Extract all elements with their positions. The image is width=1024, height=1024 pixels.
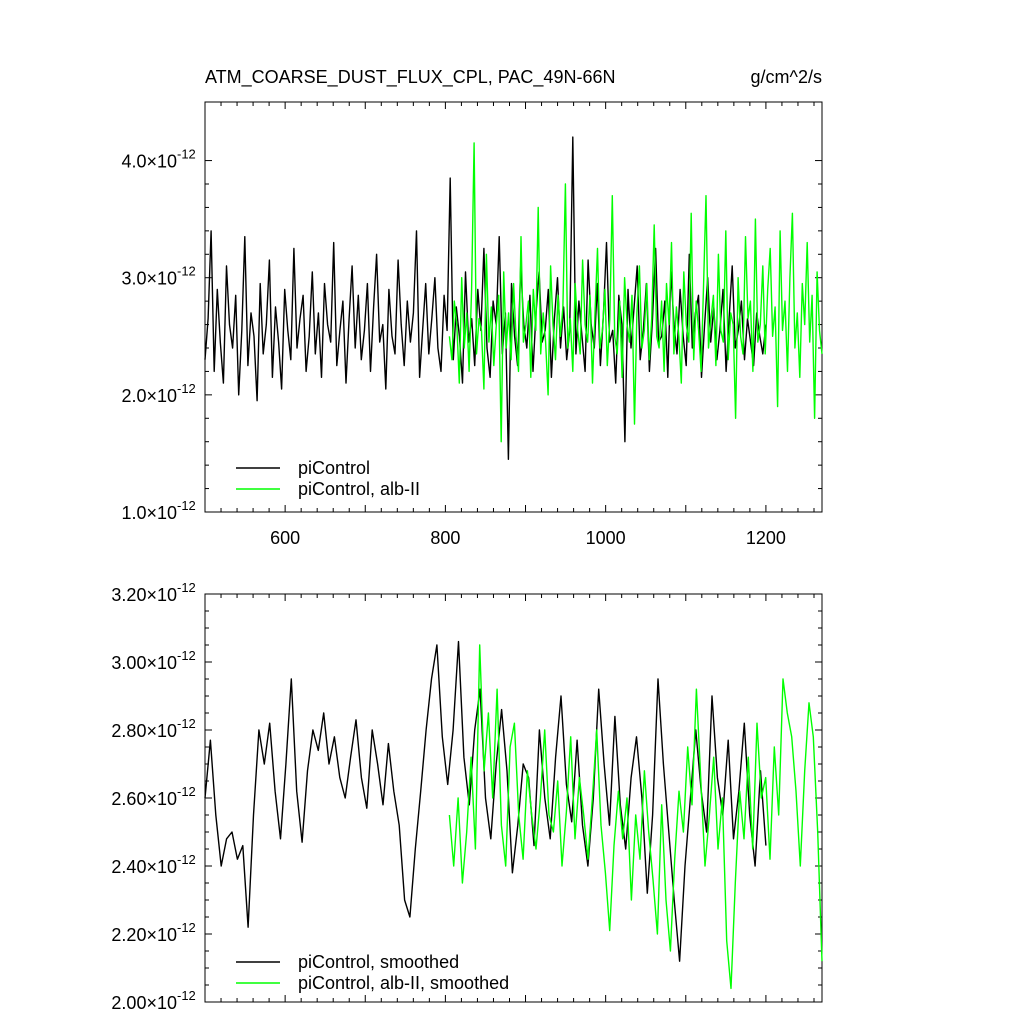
x-tick-label: 1000 (586, 528, 626, 548)
plot-frame (204, 101, 823, 513)
legend-label-picontrol: piControl (298, 458, 370, 478)
y-tick-label: 2.40×10 (111, 857, 177, 877)
y-tick-exponent: -12 (177, 920, 196, 935)
series-lines (204, 136, 823, 460)
x-tick-label: 800 (430, 528, 460, 548)
panel-top: ATM_COARSE_DUST_FLUX_CPL, PAC_49N-66N g/… (121, 67, 823, 548)
y-tick-exponent: -12 (177, 498, 196, 513)
legend-label-alb-ii-smoothed: piControl, alb-II, smoothed (298, 973, 509, 993)
chart-title: ATM_COARSE_DUST_FLUX_CPL, PAC_49N-66N (205, 67, 615, 88)
y-tick-exponent: -12 (177, 784, 196, 799)
axis-ticks (204, 593, 822, 1003)
legend-label-picontrol-smoothed: piControl, smoothed (298, 952, 459, 972)
series-lines (204, 640, 823, 990)
legend: piControl piControl, alb-II (236, 458, 420, 499)
y-tick-exponent: -12 (177, 988, 196, 1003)
series-line-picontrol (204, 640, 767, 962)
legend: piControl, smoothed piControl, alb-II, s… (236, 952, 509, 993)
y-tick-exponent: -12 (177, 147, 196, 162)
y-tick-label: 2.60×10 (111, 789, 177, 809)
y-tick-exponent: -12 (177, 716, 196, 731)
tick-labels: 2.00×10 -122.20×10 -122.40×10 -122.60×10 -12… (111, 580, 195, 1013)
series-line-alb-ii (448, 142, 823, 443)
y-tick-exponent: -12 (177, 381, 196, 396)
y-tick-label: 4.0×10 (121, 152, 177, 172)
y-tick-label: 1.0×10 (121, 503, 177, 523)
units-label: g/cm^2/s (751, 67, 822, 87)
x-tick-label: 1200 (746, 528, 786, 548)
legend-label-alb-ii: piControl, alb-II (298, 479, 420, 499)
y-tick-label: 2.0×10 (121, 386, 177, 406)
y-tick-label: 2.00×10 (111, 993, 177, 1013)
series-line-alb-ii (448, 644, 823, 990)
y-tick-label: 3.00×10 (111, 653, 177, 673)
y-tick-exponent: -12 (177, 852, 196, 867)
axis-ticks (204, 102, 822, 513)
panel-bottom: 2.00×10 -122.20×10 -122.40×10 -122.60×10 -12… (111, 580, 823, 1013)
y-tick-label: 3.20×10 (111, 585, 177, 605)
y-tick-label: 3.0×10 (121, 269, 177, 289)
x-tick-label: 600 (270, 528, 300, 548)
y-tick-label: 2.20×10 (111, 925, 177, 945)
y-tick-exponent: -12 (177, 264, 196, 279)
y-tick-exponent: -12 (177, 580, 196, 595)
y-tick-exponent: -12 (177, 648, 196, 663)
y-tick-label: 2.80×10 (111, 721, 177, 741)
